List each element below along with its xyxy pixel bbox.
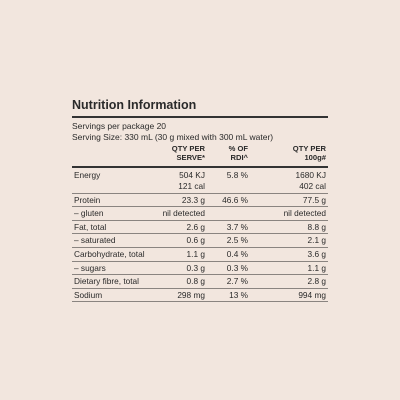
row-rule	[72, 287, 328, 289]
row-rule	[72, 233, 328, 235]
nutrient-label: Carbohydrate, total	[74, 249, 145, 259]
nutrient-value: 0.3 g	[186, 262, 205, 273]
servings: Servings per package 20	[72, 121, 167, 131]
nutrient-label: Sodium	[74, 289, 103, 300]
row-rule	[72, 274, 328, 276]
column-header: % OF RDI^	[228, 144, 248, 162]
nutrient-value: nil detected	[283, 208, 326, 219]
nutrient-value: 1.1 g	[307, 262, 326, 273]
row-rule	[72, 206, 328, 208]
nutrient-value: 0.8 g	[186, 276, 205, 287]
nutrient-label: – saturated	[74, 235, 116, 246]
nutrient-label: Protein	[74, 194, 101, 205]
nutrient-value: 8.8 g	[307, 221, 326, 232]
row-rule	[72, 192, 328, 194]
nutrient-value: 5.8 %	[226, 170, 248, 180]
header-rule	[72, 166, 328, 168]
nutrient-value: 3.7 %	[226, 221, 248, 232]
row-rule	[72, 260, 328, 262]
nutrient-value: 0.6 g	[186, 235, 205, 246]
title-rule	[72, 116, 328, 118]
bottom-rule	[72, 301, 328, 303]
nutrient-value: 298 mg	[177, 289, 205, 300]
nutrient-label: Energy	[74, 170, 101, 180]
nutrient-value: 1.1 g	[186, 249, 205, 259]
row-rule	[72, 247, 328, 248]
column-header: QTY PER 100g#	[292, 144, 326, 162]
nutrient-label: Fat, total	[74, 221, 107, 232]
nutrient-value: 2.5 %	[226, 235, 248, 246]
nutrient-value: 121 cal	[178, 181, 205, 191]
nutrient-value: 13 %	[229, 289, 248, 300]
row-rule	[72, 219, 328, 221]
nutrient-value: 504 KJ	[179, 170, 205, 180]
nutrient-value: 1680 KJ	[295, 170, 326, 180]
nutrient-value: 0.4 %	[226, 249, 248, 259]
nutrient-value: 2.1 g	[307, 235, 326, 246]
nutrient-label: Dietary fibre, total	[74, 276, 140, 287]
nutrient-value: nil detected	[162, 208, 205, 219]
title: Nutrition Information	[72, 98, 197, 112]
nutrient-value: 994 mg	[298, 289, 326, 300]
nutrient-label: – gluten	[74, 208, 104, 219]
nutrient-value: 402 cal	[299, 181, 326, 191]
nutrient-value: 23.3 g	[181, 194, 205, 205]
nutrient-label: – sugars	[74, 262, 106, 273]
nutrient-value: 77.5 g	[302, 194, 326, 205]
nutrient-value: 3.6 g	[307, 249, 326, 259]
nutrient-value: 2.6 g	[186, 221, 205, 232]
nutrient-value: 46.6 %	[222, 194, 248, 205]
serving-size: Serving Size: 330 mL (30 g mixed with 30…	[72, 132, 274, 142]
nutrient-value: 0.3 %	[226, 262, 248, 273]
column-header: QTY PER SERVE*	[171, 144, 205, 162]
nutrient-value: 2.8 g	[307, 276, 326, 287]
nutrient-value: 2.7 %	[226, 276, 248, 287]
